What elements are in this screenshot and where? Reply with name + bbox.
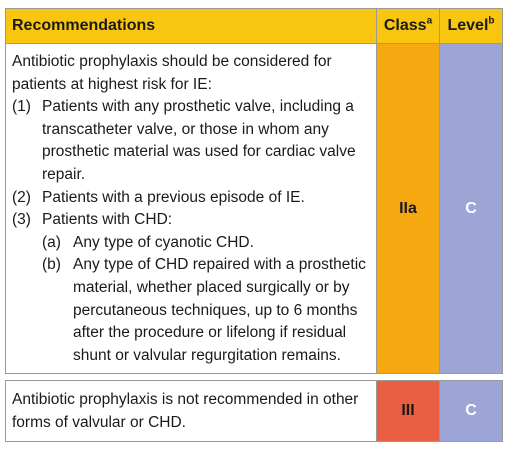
header-level-label: Level	[447, 17, 489, 34]
recommendations-table: Recommendations Classa Levelb Antibiotic…	[5, 8, 503, 442]
list-item-2-text: Patients with a previous episode of IE.	[42, 188, 305, 206]
sub-item-a-number: (a)	[42, 233, 61, 251]
header-recommendations: Recommendations	[5, 8, 377, 44]
header-class: Classa	[376, 8, 440, 44]
sub-item-a: (a) Any type of cyanotic CHD.	[12, 232, 370, 255]
list-item-1-text: Patients with any prosthetic valve, incl…	[42, 98, 356, 183]
level-badge-2: C	[439, 380, 503, 442]
row-separator-cell	[5, 373, 377, 382]
level-badge-1: C	[439, 42, 503, 375]
list-item-2-number: (2)	[12, 188, 31, 206]
list-item-3-text: Patients with CHD:	[42, 211, 173, 229]
list-item-3: (3) Patients with CHD:	[12, 209, 370, 232]
list-item-1: (1) Patients with any prosthetic valve, …	[12, 96, 370, 186]
sub-item-b-text: Any type of CHD repaired with a prosthet…	[73, 256, 366, 364]
header-level-footnote: b	[488, 15, 495, 27]
list-item-3-number: (3)	[12, 211, 31, 229]
row-separator	[5, 373, 503, 382]
row-separator-cell	[376, 373, 440, 382]
class-badge-1: IIa	[376, 42, 440, 375]
sub-item-a-text: Any type of cyanotic CHD.	[73, 233, 254, 251]
class-badge-2: III	[376, 380, 440, 442]
row-separator-cell	[439, 373, 503, 382]
header-level: Levelb	[439, 8, 503, 44]
list-item-2: (2) Patients with a previous episode of …	[12, 187, 370, 210]
sub-item-b-number: (b)	[42, 256, 61, 274]
header-recommendations-label: Recommendations	[12, 17, 156, 34]
table-header-row: Recommendations Classa Levelb	[5, 8, 503, 44]
recommendation-text-2: Antibiotic prophylaxis is not recommende…	[5, 380, 377, 442]
recommendation-text-1: Antibiotic prophylaxis should be conside…	[5, 42, 377, 375]
sub-item-b: (b) Any type of CHD repaired with a pros…	[12, 254, 370, 367]
header-class-footnote: a	[426, 15, 433, 27]
recommendation-row-1: Antibiotic prophylaxis should be conside…	[5, 42, 503, 375]
list-item-1-number: (1)	[12, 98, 31, 116]
header-class-label: Class	[383, 17, 427, 34]
recommendation-intro: Antibiotic prophylaxis should be conside…	[12, 53, 332, 93]
recommendation-row-2: Antibiotic prophylaxis is not recommende…	[5, 380, 503, 442]
